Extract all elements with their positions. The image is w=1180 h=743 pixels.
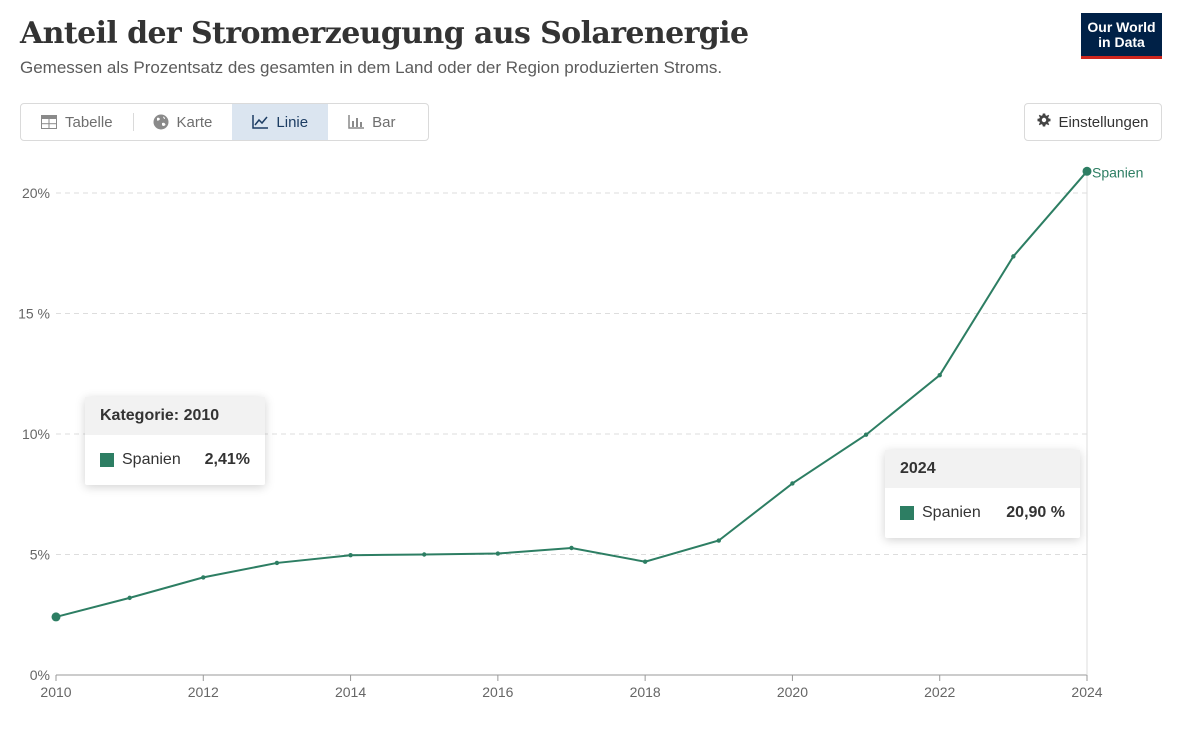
data-point: [1011, 254, 1016, 259]
x-tick-label: 2010: [40, 684, 71, 700]
data-point: [790, 481, 795, 486]
data-point: [569, 545, 574, 551]
data-point: [422, 552, 427, 557]
data-point: [495, 551, 501, 556]
data-point: [348, 553, 353, 558]
x-tick-label: 2020: [777, 684, 808, 700]
tab-map[interactable]: Karte: [132, 104, 233, 140]
gear-icon: [1037, 113, 1051, 131]
x-tick-label: 2014: [335, 684, 366, 700]
data-point: [937, 372, 942, 378]
tab-label: Tabelle: [65, 113, 113, 131]
tab-table[interactable]: Tabelle: [21, 104, 133, 140]
tooltip-series-name: Spanien: [122, 451, 181, 468]
line-chart: 0% 5% 10% 15 % 20% 2010 2012 2014 2016 2018 2020 20…: [18, 164, 1143, 700]
chart-title: Anteil der Stromerzeugung aus Solarenerg…: [20, 16, 749, 51]
tooltip-series-name: Spanien: [922, 504, 981, 521]
data-point: [1082, 166, 1092, 176]
series-label: Spanien: [1092, 164, 1143, 180]
tooltip-2010: Kategorie: 2010 Spanien 2,41%: [85, 397, 265, 485]
tooltip-value: 20,90 %: [1006, 504, 1065, 521]
tooltip-header: Kategorie: 2010: [85, 397, 265, 435]
data-point: [274, 560, 280, 566]
tooltip-row: Spanien 2,41%: [85, 435, 265, 485]
settings-button[interactable]: Einstellungen: [1024, 103, 1162, 141]
tab-label: Bar: [372, 113, 396, 131]
x-tick-label: 2012: [188, 684, 219, 700]
tab-label: Linie: [276, 113, 309, 131]
owid-logo[interactable]: Our World in Data: [1081, 13, 1162, 59]
tab-line[interactable]: Linie: [232, 104, 329, 140]
data-point: [51, 612, 61, 622]
data-point: [716, 538, 721, 543]
tooltip-header: 2024: [885, 450, 1080, 488]
logo-line-1: Our World: [1087, 18, 1156, 35]
data-point: [642, 559, 648, 564]
x-tick-label: 2016: [482, 684, 513, 700]
tab-label: Karte: [176, 113, 213, 131]
table-icon: [41, 115, 57, 129]
tooltip-2024: 2024 Spanien 20,90 %: [885, 450, 1080, 538]
series-swatch: [900, 506, 914, 520]
y-tick-label: 5%: [30, 547, 50, 563]
data-point: [201, 575, 206, 580]
logo-line-2: in Data: [1098, 33, 1145, 50]
tab-bar[interactable]: Bar: [328, 104, 415, 140]
y-tick-label: 0%: [30, 667, 50, 683]
x-tick-label: 2024: [1071, 684, 1102, 700]
y-tick-label: 15 %: [18, 306, 50, 322]
x-tick-label: 2022: [924, 684, 955, 700]
y-tick-label: 10%: [22, 426, 50, 442]
x-tick-label: 2018: [630, 684, 661, 700]
chart-subtitle: Gemessen als Prozentsatz des gesamten in…: [20, 58, 723, 77]
data-point: [863, 432, 869, 437]
bar-chart-icon: [348, 115, 365, 129]
globe-icon: [153, 114, 169, 130]
tooltip-row: Spanien 20,90 %: [885, 488, 1080, 538]
tooltip-value: 2,41%: [204, 451, 250, 468]
data-point: [127, 595, 132, 601]
series-swatch: [100, 453, 114, 467]
settings-label: Einstellungen: [1058, 113, 1149, 131]
y-tick-label: 20%: [22, 185, 50, 201]
line-chart-icon: [252, 115, 269, 129]
view-tabs: Tabelle Karte Linie Bar: [20, 103, 429, 141]
